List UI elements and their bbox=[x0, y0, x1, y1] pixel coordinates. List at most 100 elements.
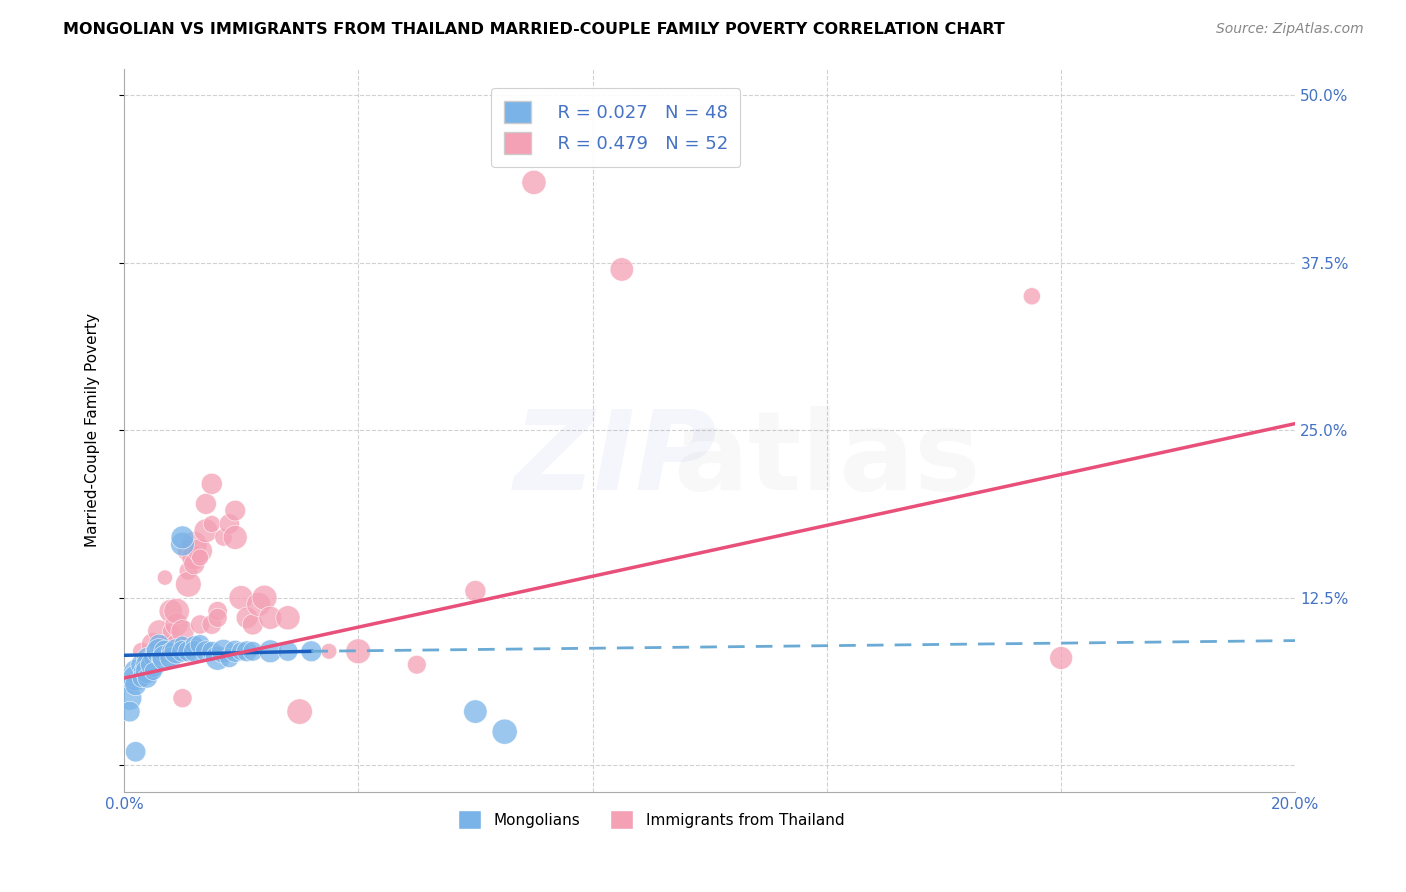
Point bbox=[183, 638, 205, 652]
Point bbox=[259, 644, 281, 658]
Point bbox=[247, 598, 270, 612]
Point bbox=[212, 644, 235, 658]
Point bbox=[172, 624, 194, 639]
Point bbox=[464, 705, 486, 719]
Point bbox=[177, 577, 200, 591]
Point bbox=[259, 611, 281, 625]
Point bbox=[136, 671, 159, 685]
Point bbox=[229, 591, 252, 605]
Point bbox=[124, 678, 146, 692]
Point bbox=[124, 745, 146, 759]
Point bbox=[347, 644, 370, 658]
Point bbox=[153, 644, 176, 658]
Point bbox=[405, 657, 427, 672]
Point bbox=[159, 651, 181, 665]
Point bbox=[136, 665, 159, 679]
Point bbox=[207, 604, 229, 618]
Point bbox=[172, 530, 194, 544]
Point bbox=[177, 564, 200, 578]
Point bbox=[118, 678, 141, 692]
Point bbox=[188, 544, 211, 558]
Point bbox=[142, 638, 165, 652]
Point bbox=[159, 604, 181, 618]
Point bbox=[148, 644, 170, 658]
Point bbox=[1021, 289, 1043, 303]
Point bbox=[136, 657, 159, 672]
Point bbox=[183, 537, 205, 551]
Point bbox=[207, 611, 229, 625]
Point bbox=[177, 544, 200, 558]
Point bbox=[159, 624, 181, 639]
Point bbox=[183, 550, 205, 565]
Point bbox=[207, 651, 229, 665]
Point bbox=[277, 644, 299, 658]
Point bbox=[242, 617, 264, 632]
Point bbox=[299, 644, 322, 658]
Point bbox=[142, 651, 165, 665]
Point bbox=[124, 671, 146, 685]
Point bbox=[242, 644, 264, 658]
Point bbox=[253, 591, 276, 605]
Y-axis label: Married-Couple Family Poverty: Married-Couple Family Poverty bbox=[86, 313, 100, 547]
Point bbox=[172, 537, 194, 551]
Point bbox=[166, 617, 188, 632]
Point bbox=[610, 262, 633, 277]
Point bbox=[201, 644, 224, 658]
Text: atlas: atlas bbox=[673, 406, 980, 513]
Point bbox=[229, 644, 252, 658]
Point bbox=[194, 497, 217, 511]
Point bbox=[236, 644, 259, 658]
Point bbox=[118, 691, 141, 706]
Point bbox=[148, 644, 170, 658]
Text: ZIP: ZIP bbox=[515, 406, 717, 513]
Point bbox=[172, 638, 194, 652]
Point bbox=[153, 638, 176, 652]
Point bbox=[118, 705, 141, 719]
Point bbox=[224, 644, 246, 658]
Point bbox=[166, 604, 188, 618]
Point bbox=[131, 671, 153, 685]
Point bbox=[218, 651, 240, 665]
Point bbox=[194, 644, 217, 658]
Point bbox=[131, 657, 153, 672]
Point bbox=[183, 644, 205, 658]
Point bbox=[166, 638, 188, 652]
Point bbox=[172, 644, 194, 658]
Text: Source: ZipAtlas.com: Source: ZipAtlas.com bbox=[1216, 22, 1364, 37]
Point bbox=[142, 657, 165, 672]
Point bbox=[224, 530, 246, 544]
Point bbox=[142, 657, 165, 672]
Point bbox=[201, 476, 224, 491]
Point bbox=[201, 516, 224, 531]
Point bbox=[188, 550, 211, 565]
Point bbox=[142, 644, 165, 658]
Point bbox=[218, 516, 240, 531]
Point bbox=[136, 651, 159, 665]
Point bbox=[288, 705, 311, 719]
Point bbox=[212, 530, 235, 544]
Point bbox=[172, 691, 194, 706]
Point bbox=[172, 644, 194, 658]
Point bbox=[148, 638, 170, 652]
Point bbox=[142, 665, 165, 679]
Point bbox=[159, 644, 181, 658]
Point bbox=[188, 638, 211, 652]
Point bbox=[148, 651, 170, 665]
Point bbox=[131, 665, 153, 679]
Text: MONGOLIAN VS IMMIGRANTS FROM THAILAND MARRIED-COUPLE FAMILY POVERTY CORRELATION : MONGOLIAN VS IMMIGRANTS FROM THAILAND MA… bbox=[63, 22, 1005, 37]
Point bbox=[153, 571, 176, 585]
Point bbox=[183, 558, 205, 572]
Point bbox=[224, 503, 246, 517]
Point bbox=[318, 644, 340, 658]
Point bbox=[201, 617, 224, 632]
Point bbox=[194, 524, 217, 538]
Point bbox=[148, 624, 170, 639]
Point bbox=[523, 175, 546, 189]
Point bbox=[166, 644, 188, 658]
Point bbox=[124, 665, 146, 679]
Legend: Mongolians, Immigrants from Thailand: Mongolians, Immigrants from Thailand bbox=[451, 804, 851, 835]
Point bbox=[236, 611, 259, 625]
Point bbox=[142, 651, 165, 665]
Point bbox=[177, 644, 200, 658]
Point bbox=[1050, 651, 1073, 665]
